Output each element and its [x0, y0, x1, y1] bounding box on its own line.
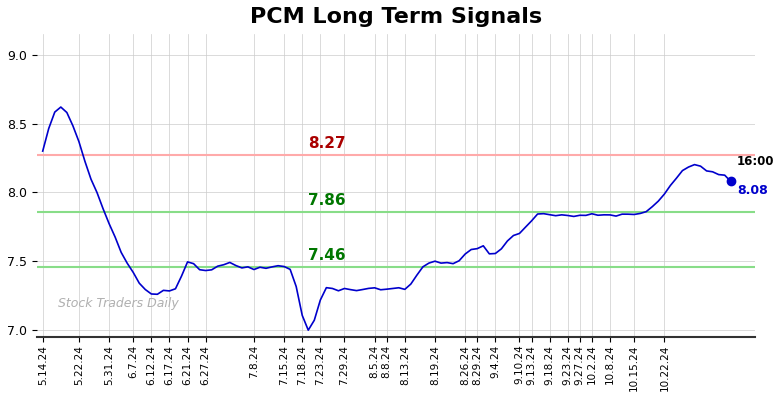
Text: 8.27: 8.27 — [308, 137, 346, 151]
Text: 16:00: 16:00 — [737, 155, 775, 168]
Text: 7.86: 7.86 — [308, 193, 346, 208]
Text: 7.46: 7.46 — [308, 248, 346, 263]
Text: Stock Traders Daily: Stock Traders Daily — [58, 297, 179, 310]
Title: PCM Long Term Signals: PCM Long Term Signals — [250, 7, 542, 27]
Text: 8.08: 8.08 — [737, 184, 768, 197]
